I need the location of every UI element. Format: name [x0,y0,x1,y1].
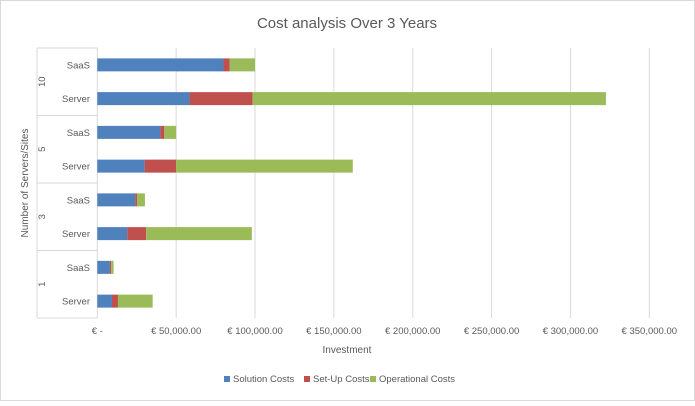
x-tick-label: € 300,000.00 [543,326,598,337]
group-label: 10 [37,76,48,87]
bar-solution-costs [97,125,161,139]
category-label: SaaS [67,60,90,71]
legend-label: Solution Costs [233,374,295,385]
bar-set-up-costs [109,260,112,274]
bar-set-up-costs [135,193,138,207]
bar-solution-costs [97,58,224,72]
bar-operational-costs [176,159,353,173]
legend-swatch [304,376,310,382]
bar-set-up-costs [144,159,177,173]
category-label: Server [62,94,90,105]
x-tick-label: € 200,000.00 [385,326,440,337]
group-label: 1 [37,282,48,287]
bar-solution-costs [97,193,136,207]
category-label: Server [62,297,90,308]
category-label: SaaS [67,263,90,274]
bar-solution-costs [97,92,190,106]
bar-solution-costs [97,260,110,274]
bar-operational-costs [137,193,145,207]
group-label: 3 [37,214,48,219]
legend-label: Set-Up Costs [313,374,370,385]
bar-operational-costs [111,260,114,274]
x-tick-label: € 150,000.00 [306,326,361,337]
chart-title: Cost analysis Over 3 Years [257,15,437,32]
bar-solution-costs [97,159,145,173]
category-label: SaaS [67,195,90,206]
x-tick-label: € 50,000.00 [151,326,201,337]
bar-operational-costs [146,227,252,241]
category-label: Server [62,229,90,240]
x-axis-label: Investment [323,345,372,356]
bar-set-up-costs [189,92,253,106]
bar-operational-costs [117,294,153,308]
legend-label: Operational Costs [379,374,455,385]
x-tick-label: € - [92,326,103,337]
x-tick-label: € 100,000.00 [227,326,282,337]
bar-set-up-costs [160,125,165,139]
legend-swatch [370,376,376,382]
x-tick-label: € 350,000.00 [622,326,677,337]
bar-solution-costs [97,294,112,308]
group-label: 5 [37,147,48,152]
bar-set-up-costs [111,294,118,308]
bar-operational-costs [164,125,177,139]
bar-set-up-costs [223,58,230,72]
bar-set-up-costs [127,227,147,241]
bar-operational-costs [229,58,256,72]
x-tick-label: € 250,000.00 [464,326,519,337]
category-label: SaaS [67,128,90,139]
legend-swatch [224,376,230,382]
category-label: Server [62,162,90,173]
bar-operational-costs [252,92,606,106]
y-axis-label: Number of Servers/Sites [20,129,31,238]
bar-solution-costs [97,227,128,241]
